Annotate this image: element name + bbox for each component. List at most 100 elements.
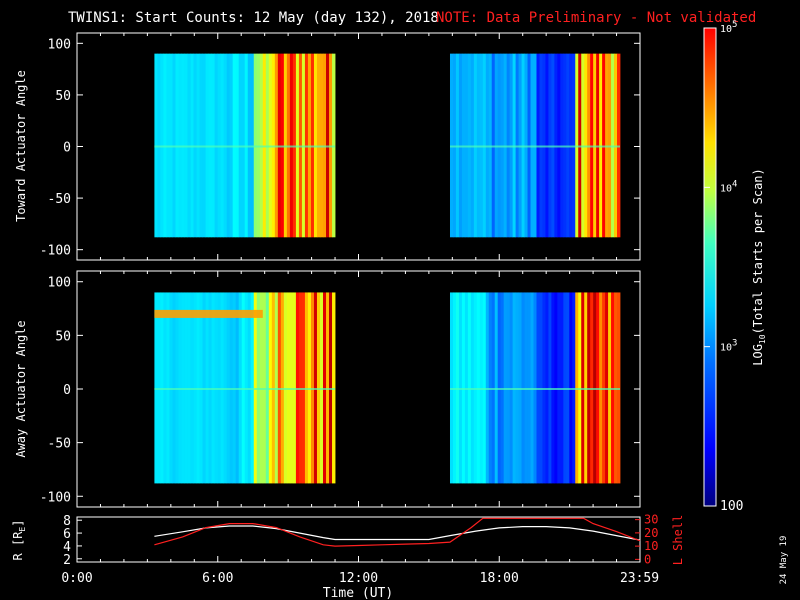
toward-heat-column (250, 53, 255, 238)
away-heat-column (208, 292, 213, 484)
away-heat-column (560, 292, 564, 484)
away-heat-column (166, 292, 170, 484)
away-heat-column (464, 292, 469, 484)
away-heat-column (268, 292, 273, 484)
toward-heat-column (464, 53, 469, 238)
away-heat-column (545, 292, 549, 484)
colorbar-tick-label: 100 (720, 499, 743, 514)
away-heat-column (187, 292, 191, 484)
toward-heat-column (482, 53, 487, 238)
toward-heat-column (295, 53, 300, 238)
toward-heat-column (175, 53, 179, 238)
toward-heat-column (256, 53, 261, 238)
away-heat-column (175, 292, 179, 484)
toward-heat-column (530, 53, 534, 238)
r-distance-line (154, 525, 641, 541)
toward-heat-column (241, 53, 246, 238)
away-heat-column (329, 292, 333, 484)
away-heat-column (157, 292, 161, 484)
toward-heat-column (277, 53, 282, 238)
away-heat-column (497, 292, 502, 484)
away-heat-column (500, 292, 505, 484)
away-heat-column (479, 292, 484, 484)
toward-heat-column (307, 53, 312, 238)
toward-heat-column (244, 53, 249, 238)
away-heat-column (232, 292, 237, 484)
away-heat-column (452, 292, 457, 484)
toward-heat-column (476, 53, 481, 238)
away-heat-column (524, 292, 528, 484)
away-heat-column (482, 292, 487, 484)
toward-heat-column (301, 53, 306, 238)
toward-heat-column (187, 53, 191, 238)
away-heat-column (533, 292, 537, 484)
toward-heat-column (310, 53, 315, 238)
away-heat-column (169, 292, 173, 484)
toward-heat-column (223, 53, 228, 238)
away-heat-column (154, 292, 158, 484)
toward-heat-column (563, 53, 567, 238)
toward-heat-column (551, 53, 555, 238)
away-heat-column (226, 292, 231, 484)
toward-heat-column (292, 53, 297, 238)
away-heat-column (332, 292, 336, 484)
toward-heat-column (323, 53, 327, 238)
toward-heat-column (569, 53, 573, 238)
away-heat-column (518, 292, 522, 484)
toward-heat-column (593, 53, 597, 238)
away-heat-column (458, 292, 463, 484)
away-heat-column (310, 292, 315, 484)
away-heat-column (590, 292, 594, 484)
toward-heat-column (298, 53, 303, 238)
away-heat-column (512, 292, 516, 484)
toward-heat-column (196, 53, 200, 238)
away-heat-column (256, 292, 261, 484)
away-heat-column (316, 292, 321, 484)
away-heat-column (503, 292, 508, 484)
toward-heat-column (554, 53, 558, 238)
toward-ytick-label: -50 (48, 192, 71, 207)
colorbar: 105 104 103 100 LOG10(Total Starts per Scan… (703, 20, 767, 514)
away-heat-column (323, 292, 327, 484)
colorbar-gradient (704, 28, 716, 506)
toward-heat-column (503, 53, 508, 238)
away-high-angle-band (154, 309, 263, 318)
away-heat-column (265, 292, 270, 484)
away-heat-column (280, 292, 285, 484)
toward-heat-column (265, 53, 270, 238)
away-zero-band (450, 388, 620, 390)
toward-ytick-label: 100 (48, 37, 71, 52)
toward-heat-column (190, 53, 194, 238)
away-heat-column (491, 292, 496, 484)
toward-ytick-label: 0 (63, 141, 71, 156)
lshell-ytick-label: 30 (644, 513, 658, 527)
toward-heat-column (283, 53, 288, 238)
toward-heat-column (599, 53, 603, 238)
toward-ytick-label: 50 (55, 89, 71, 104)
away-heat-column (292, 292, 297, 484)
away-heat-column (476, 292, 481, 484)
orbit-lines (154, 517, 641, 547)
away-heat-column (530, 292, 534, 484)
away-heat-column (307, 292, 312, 484)
toward-heat-column (581, 53, 585, 238)
toward-heat-column (527, 53, 531, 238)
toward-heat-column (205, 53, 209, 238)
away-heat-column (563, 292, 567, 484)
away-heat-column (602, 292, 606, 484)
toward-heat-column (449, 53, 454, 238)
away-heat-column (515, 292, 519, 484)
toward-heat-column (539, 53, 543, 238)
date-stamp: 24 May 19 (779, 536, 789, 585)
toward-heat-column (521, 53, 525, 238)
toward-heat-column (289, 53, 294, 238)
toward-heat-column (575, 53, 579, 238)
toward-heat-column (545, 53, 549, 238)
away-heat-column (286, 292, 291, 484)
toward-heat-column (605, 53, 609, 238)
toward-heat-column (247, 53, 252, 238)
toward-heat-column (280, 53, 285, 238)
